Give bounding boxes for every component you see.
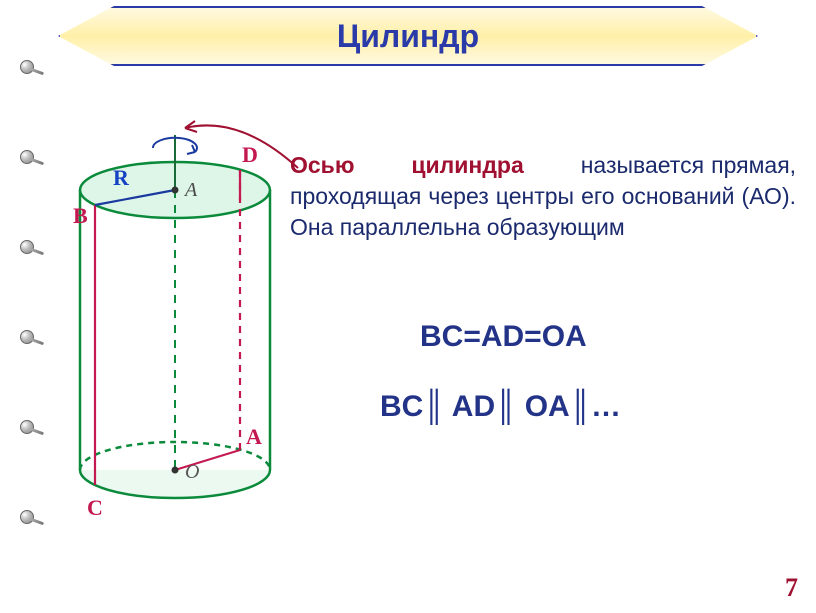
page-number: 7 [785, 573, 798, 603]
svg-text:D: D [242, 142, 258, 167]
title-banner: Цилиндр [58, 6, 758, 66]
title-text: Цилиндр [337, 18, 479, 55]
svg-text:R: R [113, 165, 130, 190]
definition-text: Осью цилиндра называется прямая, проходя… [290, 150, 796, 243]
axis-word: Осью [290, 152, 354, 178]
formula-equality: BC=AD=OA [420, 320, 587, 354]
cylinder-word: цилиндра [411, 152, 523, 178]
cylinder-diagram: A O B C D A R [40, 90, 300, 590]
svg-text:B: B [73, 203, 88, 228]
svg-text:O: O [185, 461, 199, 483]
svg-text:C: C [87, 495, 103, 520]
svg-text:A: A [246, 424, 262, 449]
svg-text:A: A [183, 179, 198, 201]
formula-parallel: BC║ AD║ OA║… [380, 390, 621, 424]
